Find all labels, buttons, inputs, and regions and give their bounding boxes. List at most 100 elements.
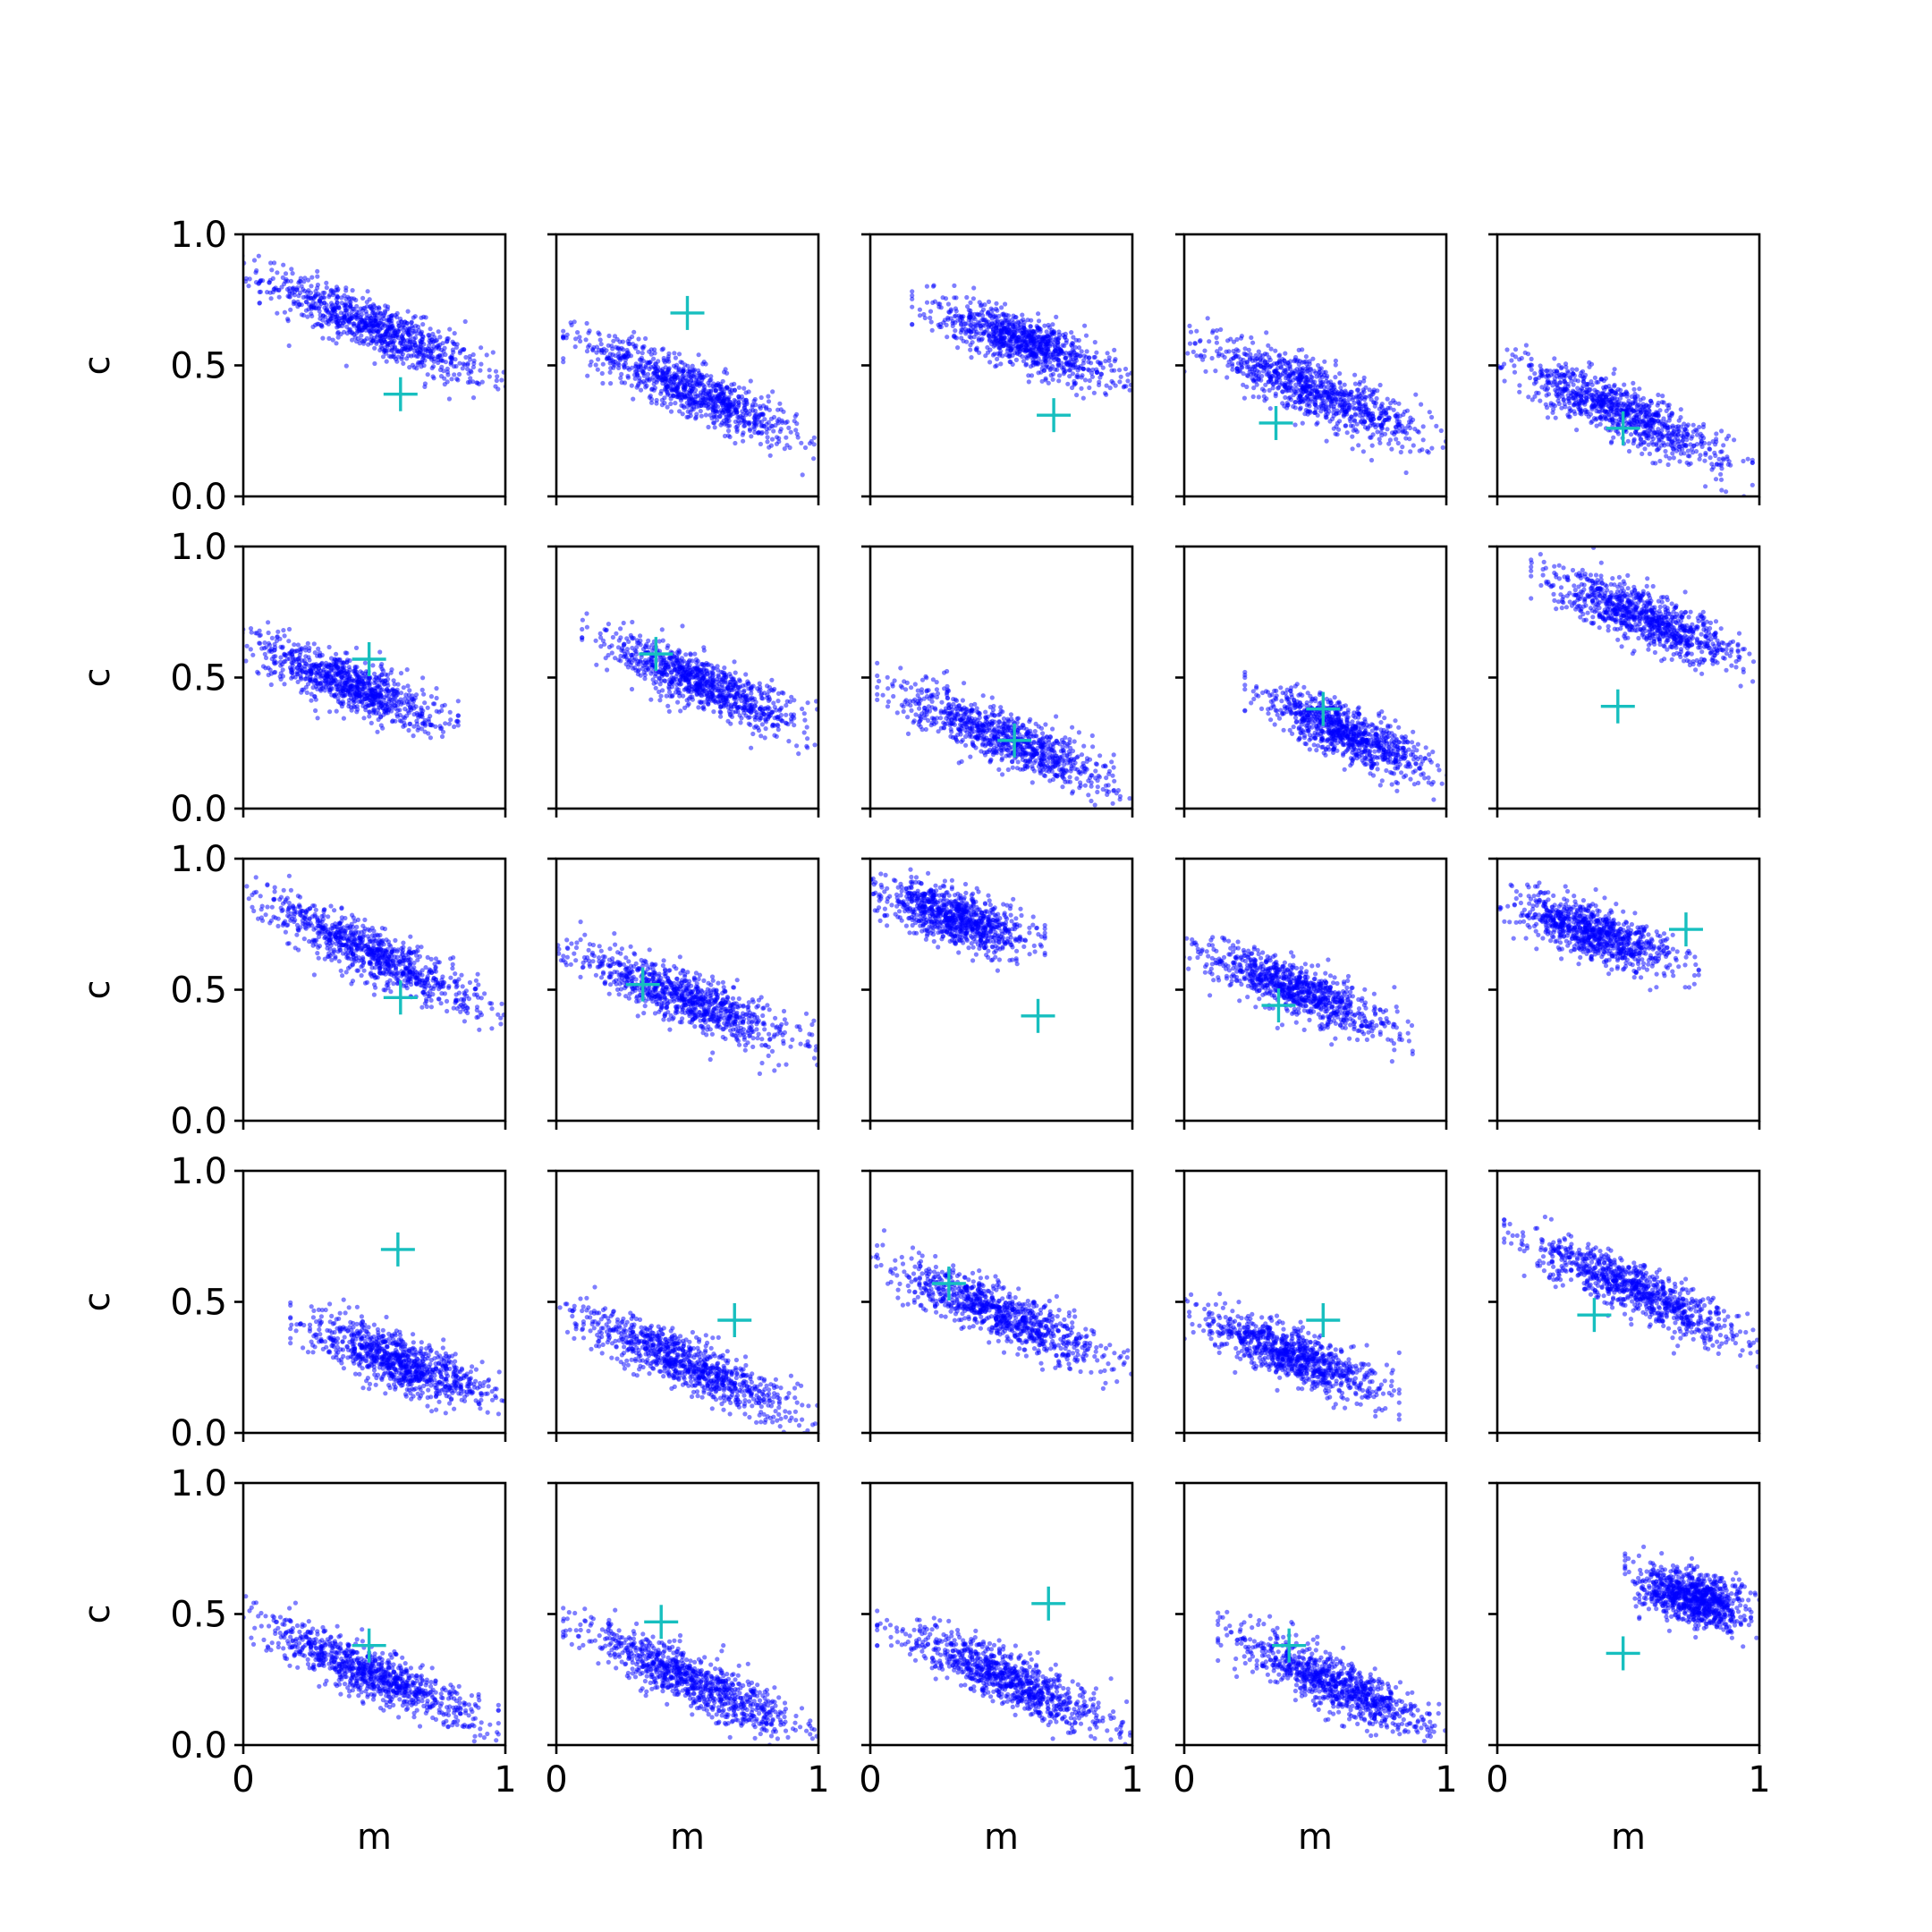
sample-point — [586, 344, 591, 350]
sample-point — [643, 365, 648, 370]
sample-point — [1306, 396, 1311, 402]
sample-point — [1640, 418, 1646, 423]
sample-point — [401, 327, 406, 333]
sample-point — [442, 345, 447, 351]
sample-point — [1614, 396, 1620, 402]
sample-point — [443, 360, 448, 365]
sample-point — [976, 312, 981, 318]
sample-point — [822, 439, 826, 444]
sample-point — [1400, 445, 1405, 450]
sample-point — [711, 420, 716, 426]
sample-point — [1578, 387, 1583, 394]
sample-point — [1011, 320, 1016, 326]
sample-point — [610, 346, 615, 352]
sample-point — [353, 330, 360, 336]
sample-point — [1233, 354, 1238, 360]
sample-point — [1280, 356, 1285, 362]
sample-point — [993, 329, 998, 335]
sample-point — [1370, 432, 1376, 437]
sample-point — [611, 338, 616, 343]
sample-point — [605, 356, 610, 361]
sample-point — [770, 389, 775, 394]
sample-point — [1314, 389, 1320, 394]
sample-point — [374, 341, 379, 346]
sample-point — [1087, 385, 1092, 391]
sample-point — [910, 289, 915, 294]
sample-point — [286, 294, 292, 300]
sample-point — [1407, 425, 1413, 431]
sample-point — [359, 333, 364, 338]
sample-point — [1175, 345, 1180, 350]
sample-point — [471, 358, 477, 363]
sample-point — [450, 347, 455, 352]
sample-point — [1005, 313, 1012, 318]
sample-point — [377, 333, 384, 338]
sample-point — [315, 285, 320, 291]
sample-point — [606, 333, 612, 339]
sample-point — [419, 726, 425, 732]
sample-point — [318, 297, 323, 302]
sample-point — [660, 346, 666, 352]
sample-point — [701, 360, 707, 365]
sample-point — [1703, 484, 1708, 489]
sample-point — [1352, 381, 1358, 386]
sample-point — [773, 422, 778, 428]
sample-point — [1352, 372, 1358, 377]
sample-point — [1092, 340, 1097, 345]
sample-point — [1308, 383, 1313, 389]
sample-point — [1488, 335, 1493, 339]
sample-point — [1260, 357, 1266, 363]
sample-point — [564, 332, 570, 337]
sample-point — [1254, 382, 1259, 387]
sample-point — [634, 385, 640, 390]
sample-point — [1325, 411, 1330, 417]
sample-point — [756, 415, 761, 420]
sample-point — [1241, 395, 1247, 401]
sample-point — [993, 315, 998, 320]
sample-point — [1685, 448, 1690, 453]
sample-point — [430, 374, 436, 379]
y-tick-label: 1.0 — [170, 215, 227, 256]
sample-point — [456, 371, 462, 377]
sample-point — [741, 386, 747, 391]
sample-point — [1178, 339, 1182, 343]
sample-point — [1394, 414, 1400, 419]
sample-point — [1360, 449, 1366, 454]
sample-point — [1360, 387, 1366, 393]
sample-point — [943, 296, 949, 301]
sample-point — [1451, 441, 1455, 445]
sample-point — [651, 381, 657, 386]
sample-point — [636, 336, 641, 342]
sample-point — [1194, 328, 1199, 334]
sample-point — [659, 368, 665, 374]
sample-point — [1577, 400, 1582, 405]
sample-point — [765, 435, 770, 440]
sample-point — [387, 335, 394, 341]
sample-point — [1049, 342, 1055, 347]
sample-point — [1273, 348, 1278, 353]
sample-point — [1214, 340, 1219, 345]
sample-point — [1610, 399, 1615, 404]
sample-point — [626, 367, 632, 372]
sample-point — [1499, 364, 1504, 369]
sample-point — [510, 386, 514, 391]
sample-point — [720, 399, 725, 404]
sample-point — [490, 350, 496, 355]
sample-point — [1029, 318, 1034, 323]
sample-point — [618, 376, 623, 381]
sample-point — [1239, 361, 1244, 367]
sample-point — [596, 357, 601, 362]
sample-point — [680, 411, 685, 417]
sample-point — [1531, 381, 1538, 386]
sample-point — [1379, 402, 1385, 407]
sample-point — [391, 352, 396, 357]
sample-point — [1337, 371, 1343, 377]
sample-point — [1644, 402, 1649, 408]
sample-point — [1488, 352, 1493, 356]
sample-point — [1097, 360, 1102, 366]
sample-point — [1393, 424, 1398, 429]
sample-point — [1660, 394, 1665, 399]
sample-point — [676, 367, 682, 373]
sample-point — [301, 279, 307, 284]
sample-point — [674, 388, 679, 394]
